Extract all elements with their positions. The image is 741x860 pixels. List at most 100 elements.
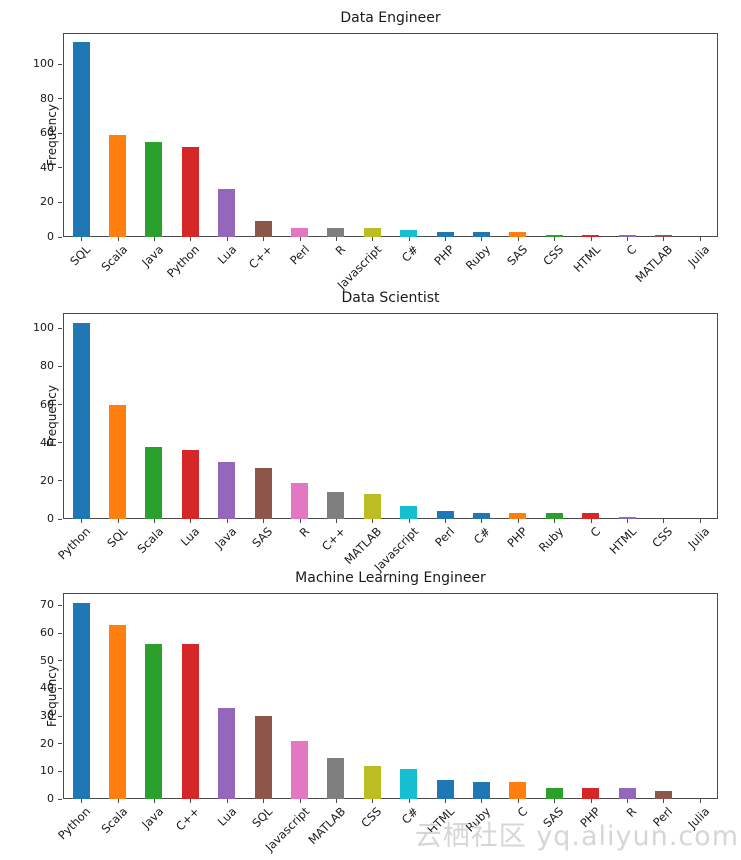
x-tick <box>190 237 192 241</box>
x-tick <box>117 519 119 523</box>
bar-c <box>582 513 600 519</box>
bar-sql <box>254 716 272 799</box>
x-tick-label: MATLAB <box>632 242 676 285</box>
x-tick <box>335 799 337 803</box>
bar-java <box>145 141 163 237</box>
y-tick-label: 20 <box>40 736 54 750</box>
x-tick-label: R <box>296 524 312 540</box>
x-tick-label: Lua <box>178 524 203 549</box>
x-tick-label: Scala <box>134 524 167 557</box>
bar-scala <box>109 624 127 799</box>
x-tick <box>226 237 228 241</box>
x-tick-label: Python <box>55 524 94 563</box>
y-tick-label: 40 <box>40 435 54 449</box>
x-tick <box>263 799 265 803</box>
y-tick-label: 20 <box>40 195 54 209</box>
chart-title: Machine Learning Engineer <box>295 570 486 586</box>
bar-html <box>436 779 454 799</box>
bar-r <box>291 482 309 519</box>
bar-java <box>218 461 236 519</box>
bar-html <box>582 235 600 237</box>
x-tick-label: Scala <box>98 804 130 837</box>
y-axis-label: Frequency <box>45 104 59 166</box>
x-tick <box>481 799 483 803</box>
y-tick <box>58 132 62 134</box>
x-tick <box>226 799 228 803</box>
bar-perl <box>436 511 454 519</box>
bar-lua <box>218 188 236 237</box>
watermark: 云栖社区 yq.aliyun.com <box>414 821 739 852</box>
bar-php <box>582 787 600 799</box>
y-tick <box>58 604 62 606</box>
x-tick <box>81 799 83 803</box>
y-tick <box>58 404 62 406</box>
x-tick <box>372 799 374 803</box>
chart-title: Data Scientist <box>341 290 440 306</box>
y-tick-label: 30 <box>40 709 54 723</box>
x-tick-label: CSS <box>358 804 385 831</box>
x-tick-label: Javascript <box>261 804 312 855</box>
y-tick <box>58 770 62 772</box>
y-tick-label: 80 <box>40 359 54 373</box>
y-tick <box>58 167 62 169</box>
bar-python <box>72 602 90 799</box>
bar-html <box>618 517 636 519</box>
bar-python <box>181 147 199 237</box>
x-tick <box>627 519 629 523</box>
x-tick <box>445 519 447 523</box>
y-tick <box>58 660 62 662</box>
x-tick <box>299 237 301 241</box>
y-tick <box>58 518 62 520</box>
x-tick <box>445 237 447 241</box>
bar-javascript <box>363 228 381 237</box>
x-tick <box>81 519 83 523</box>
x-tick-label: HTML <box>606 524 640 557</box>
x-tick <box>699 519 701 523</box>
bar-python <box>72 322 90 519</box>
bar-perl <box>291 228 309 237</box>
y-tick-label: 60 <box>40 397 54 411</box>
x-tick-label: MATLAB <box>341 524 385 567</box>
bar-c <box>509 782 527 799</box>
x-tick <box>408 799 410 803</box>
x-tick-label: C <box>587 524 603 540</box>
x-tick-label: PHP <box>504 524 531 551</box>
x-tick <box>190 519 192 523</box>
x-tick-label: C++ <box>173 804 203 834</box>
x-tick <box>663 237 665 241</box>
x-tick <box>554 519 556 523</box>
x-tick <box>153 519 155 523</box>
x-tick-label: Julia <box>685 524 712 552</box>
x-tick <box>663 799 665 803</box>
bar-matlab <box>327 757 345 799</box>
x-tick-label: Lua <box>214 242 239 267</box>
x-tick <box>153 799 155 803</box>
x-tick-label: CSS <box>649 524 676 551</box>
x-tick-label: R <box>332 242 349 258</box>
x-tick-label: Javascript <box>334 242 385 293</box>
x-tick <box>263 237 265 241</box>
bar-php <box>436 231 454 237</box>
plot-area <box>63 593 718 799</box>
bar-java <box>145 644 163 799</box>
y-tick-label: 100 <box>33 321 54 335</box>
x-tick <box>117 237 119 241</box>
bar-c <box>472 513 490 519</box>
x-tick <box>627 799 629 803</box>
x-tick <box>335 519 337 523</box>
bar-sql <box>109 404 127 519</box>
y-tick-label: 70 <box>40 598 54 612</box>
y-tick-label: 20 <box>40 473 54 487</box>
x-tick-label: Perl <box>432 524 458 550</box>
bar-c <box>400 230 418 237</box>
bar-ruby <box>472 231 490 237</box>
bar-javascript <box>400 505 418 519</box>
bar-php <box>509 513 527 519</box>
y-tick <box>58 687 62 689</box>
bar-javascript <box>291 740 309 799</box>
x-tick-label: SAS <box>504 242 531 269</box>
x-tick <box>481 519 483 523</box>
bar-matlab <box>363 494 381 519</box>
